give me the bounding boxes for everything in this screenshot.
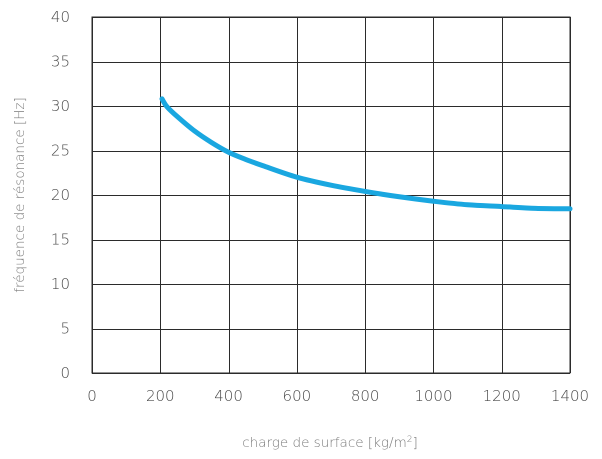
series-layer	[159, 96, 573, 212]
y-tick-label: 5	[60, 320, 70, 338]
x-axis-title-suffix: ]	[412, 435, 417, 451]
plot-frame	[91, 16, 571, 374]
y-tick-label: 20	[51, 186, 70, 204]
y-tick-label: 35	[51, 53, 70, 71]
y-tick-label: 25	[51, 142, 70, 160]
grid	[92, 17, 571, 374]
x-tick-label: 1000	[414, 387, 452, 405]
y-tick-label: 0	[60, 364, 70, 382]
x-tick-label: 400	[214, 387, 243, 405]
x-tick-label: 0	[87, 387, 97, 405]
x-tick-label: 1400	[551, 387, 589, 405]
x-tick-label: 600	[283, 387, 312, 405]
x-axis-title: charge de surface [kg/m2]	[242, 435, 418, 451]
x-axis-title-superscript: 2	[407, 435, 413, 445]
x-axis-title-main: charge de surface [kg/m	[242, 435, 407, 451]
y-tick-label: 15	[51, 231, 70, 249]
y-tick-label: 10	[51, 275, 70, 293]
series-line	[159, 96, 573, 212]
x-tick-label: 200	[146, 387, 175, 405]
x-axis-ticks: 0 200 400 600 800 1000 1200 1400	[87, 387, 589, 405]
x-tick-label: 800	[351, 387, 380, 405]
y-tick-label: 30	[51, 97, 70, 115]
y-axis-title: fréquence de résonance [Hz]	[12, 97, 28, 293]
y-tick-label: 40	[51, 8, 70, 26]
x-tick-label: 1200	[483, 387, 521, 405]
y-axis-ticks: 0 5 10 15 20 25 30 35 40	[51, 8, 70, 382]
